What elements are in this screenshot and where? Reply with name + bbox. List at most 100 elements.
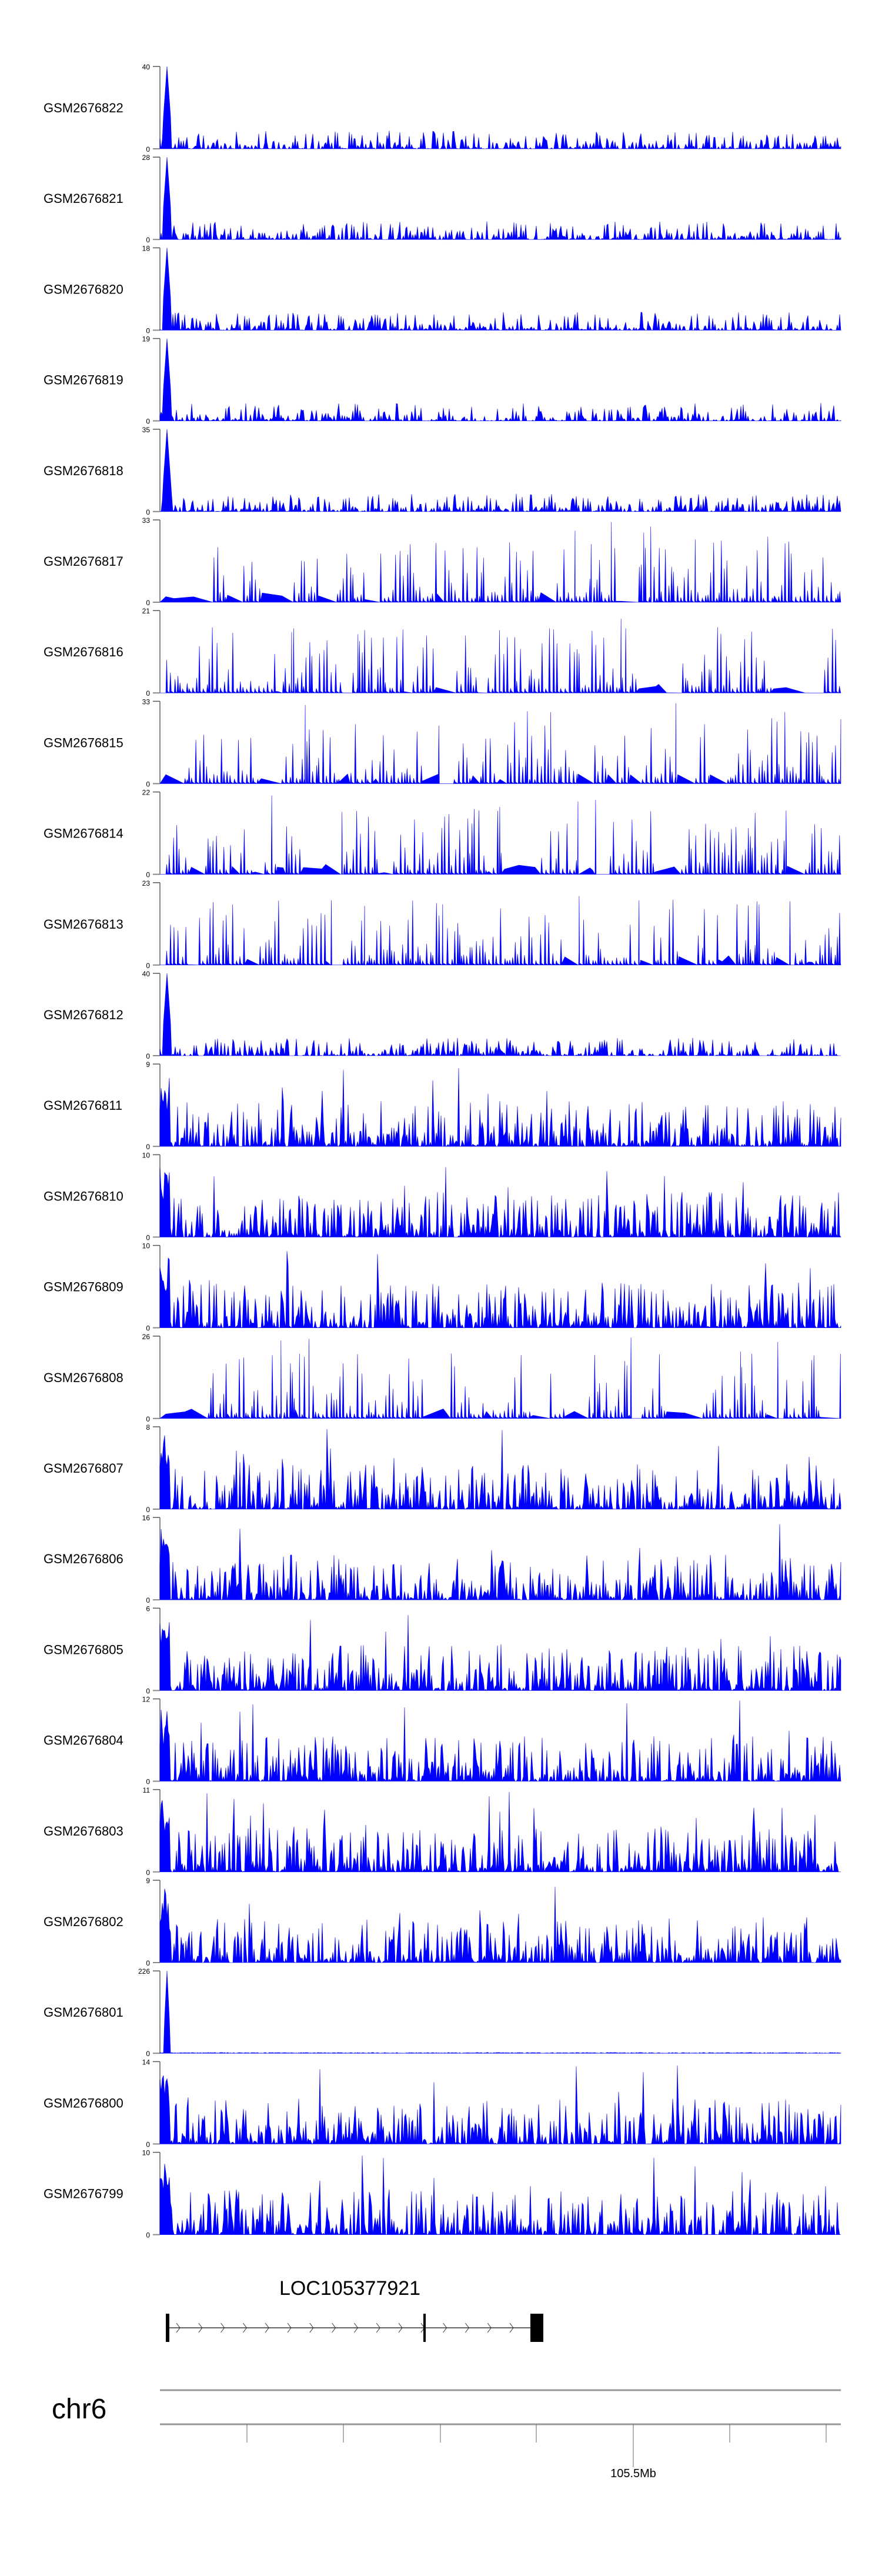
exon xyxy=(423,2314,426,2342)
track-label: GSM2676811 xyxy=(44,1098,122,1113)
y-max-label: 23 xyxy=(142,879,151,887)
track-GSM2676811: GSM2676811 9 0 xyxy=(44,1060,841,1151)
signal-area xyxy=(159,1791,841,1873)
signal-area xyxy=(159,1971,841,2054)
track-GSM2676806: GSM2676806 16 0 xyxy=(44,1514,841,1604)
signal-area xyxy=(159,973,841,1057)
track-label: GSM2676816 xyxy=(44,645,123,659)
y-min-label: 0 xyxy=(146,1506,150,1514)
track-label: GSM2676820 xyxy=(44,282,123,296)
y-max-label: 6 xyxy=(146,1604,150,1613)
track-GSM2676801: GSM2676801 226 0 xyxy=(44,1967,841,2058)
track-label: GSM2676800 xyxy=(44,2095,123,2110)
y-min-label: 0 xyxy=(146,871,150,879)
track-GSM2676814: GSM2676814 22 0 xyxy=(44,789,841,879)
strand-arrow-icon xyxy=(376,2323,380,2333)
y-max-label: 14 xyxy=(142,2058,151,2066)
track-label: GSM2676808 xyxy=(44,1370,123,1385)
track-label: GSM2676812 xyxy=(44,1007,123,1022)
y-max-label: 8 xyxy=(146,1423,150,1432)
y-max-label: 40 xyxy=(142,970,151,978)
signal-area xyxy=(159,1700,841,1782)
y-max-label: 33 xyxy=(142,516,151,525)
track-label: GSM2676806 xyxy=(44,1551,123,1566)
track-GSM2676810: GSM2676810 10 0 xyxy=(44,1151,841,1242)
track-label: GSM2676802 xyxy=(44,1914,123,1929)
signal-area xyxy=(159,1887,841,1964)
track-GSM2676799: GSM2676799 10 0 xyxy=(44,2149,841,2240)
signal-area xyxy=(160,619,841,694)
exon xyxy=(530,2314,543,2342)
strand-arrow-icon xyxy=(398,2323,403,2333)
track-label: GSM2676810 xyxy=(44,1189,123,1203)
y-min-label: 0 xyxy=(146,1233,150,1242)
track-GSM2676822: GSM2676822 40 0 xyxy=(44,63,841,154)
signal-area xyxy=(159,2065,841,2145)
y-max-label: 12 xyxy=(142,1696,151,1704)
signal-area xyxy=(159,703,841,785)
track-GSM2676816: GSM2676816 21 0 xyxy=(44,607,841,698)
track-GSM2676813: GSM2676813 23 0 xyxy=(44,879,841,970)
y-max-label: 9 xyxy=(146,1877,150,1885)
y-max-label: 19 xyxy=(142,335,151,343)
y-min-label: 0 xyxy=(146,236,150,244)
y-max-label: 35 xyxy=(142,426,151,434)
track-GSM2676819: GSM2676819 19 0 xyxy=(44,335,841,426)
track-GSM2676812: GSM2676812 40 0 xyxy=(44,970,841,1060)
strand-arrow-icon xyxy=(487,2323,492,2333)
signal-area xyxy=(159,1251,841,1329)
track-GSM2676818: GSM2676818 35 0 xyxy=(44,426,841,516)
track-GSM2676804: GSM2676804 12 0 xyxy=(44,1696,841,1786)
track-GSM2676820: GSM2676820 18 0 xyxy=(44,244,841,335)
strand-arrow-icon xyxy=(332,2323,336,2333)
signal-area xyxy=(159,522,841,603)
track-GSM2676817: GSM2676817 33 0 xyxy=(44,516,841,607)
y-min-label: 0 xyxy=(146,2231,150,2240)
strand-arrow-icon xyxy=(354,2323,359,2333)
y-max-label: 18 xyxy=(142,244,151,252)
y-min-label: 0 xyxy=(146,418,150,426)
track-label: GSM2676801 xyxy=(44,2005,123,2020)
y-max-label: 9 xyxy=(146,1060,150,1069)
y-max-label: 40 xyxy=(142,63,151,71)
y-min-label: 0 xyxy=(146,1324,150,1333)
exon xyxy=(166,2314,169,2342)
track-label: GSM2676822 xyxy=(44,101,123,115)
y-max-label: 226 xyxy=(138,1967,150,1976)
signal-area xyxy=(159,1167,841,1238)
track-label: GSM2676815 xyxy=(44,735,123,750)
gene-label: LOC105377921 xyxy=(279,2277,420,2300)
y-max-label: 10 xyxy=(142,1242,151,1250)
y-max-label: 28 xyxy=(142,154,151,162)
signal-area xyxy=(159,66,841,150)
y-min-label: 0 xyxy=(146,1596,150,1604)
track-label: GSM2676804 xyxy=(44,1733,123,1748)
y-max-label: 21 xyxy=(142,607,151,615)
track-label: GSM2676814 xyxy=(44,826,123,841)
y-min-label: 0 xyxy=(146,599,150,607)
track-label: GSM2676809 xyxy=(44,1280,123,1294)
track-label: GSM2676803 xyxy=(44,1824,123,1838)
y-min-label: 0 xyxy=(146,1959,150,1967)
strand-arrow-icon xyxy=(509,2323,514,2333)
y-min-label: 0 xyxy=(146,2140,150,2148)
chromosome-label: chr6 xyxy=(52,2394,106,2425)
signal-area xyxy=(159,248,841,331)
y-min-label: 0 xyxy=(146,1143,150,1151)
strand-arrow-icon xyxy=(243,2323,248,2333)
signal-area xyxy=(159,157,841,241)
y-min-label: 0 xyxy=(146,326,150,335)
y-max-label: 16 xyxy=(142,1514,151,1522)
strand-arrow-icon xyxy=(176,2323,181,2333)
track-GSM2676815: GSM2676815 33 0 xyxy=(44,698,841,788)
strand-arrow-icon xyxy=(265,2323,269,2333)
strand-arrow-icon xyxy=(287,2323,292,2333)
y-min-label: 0 xyxy=(146,962,150,970)
strand-arrow-icon xyxy=(309,2323,314,2333)
track-GSM2676821: GSM2676821 28 0 xyxy=(44,154,841,244)
signal-area xyxy=(160,795,841,875)
y-min-label: 0 xyxy=(146,1687,150,1695)
y-max-label: 33 xyxy=(142,698,151,706)
signal-area xyxy=(159,338,841,422)
y-min-label: 0 xyxy=(146,780,150,788)
